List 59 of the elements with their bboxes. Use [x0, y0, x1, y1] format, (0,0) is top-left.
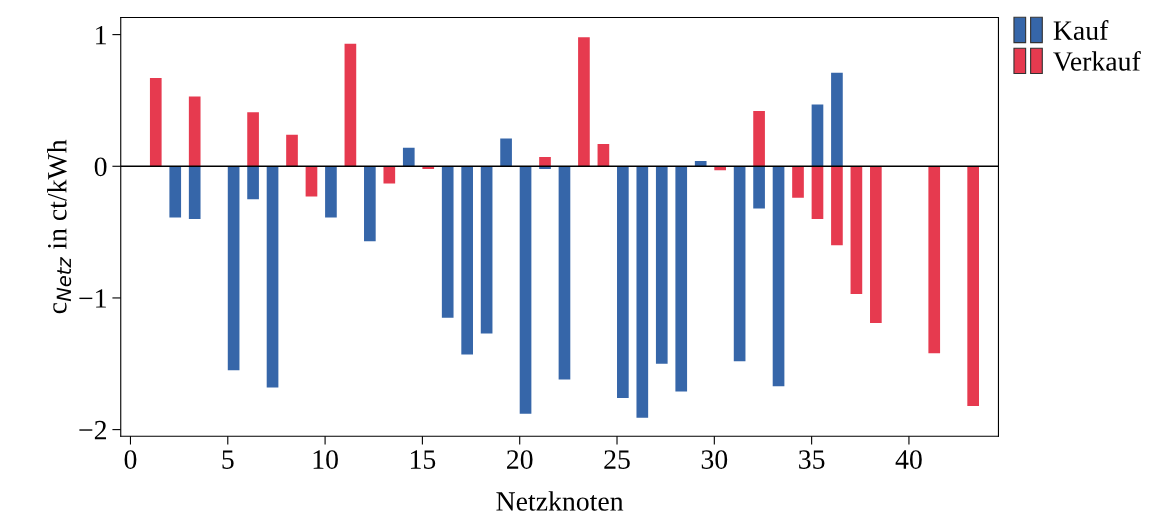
bar [344, 43, 357, 167]
x-tick-label: 0 [124, 450, 137, 469]
bar [227, 166, 240, 371]
bar [733, 166, 746, 362]
bar [753, 166, 765, 209]
bar [286, 134, 298, 167]
bar [402, 147, 415, 167]
y-tick-label: 1 [96, 25, 106, 45]
bar [461, 166, 473, 355]
bar [617, 166, 629, 399]
bar [188, 166, 201, 219]
bar [850, 166, 863, 294]
bar [792, 166, 804, 198]
bar [675, 166, 688, 392]
bar [266, 166, 279, 388]
bar [500, 138, 512, 167]
bar [247, 112, 259, 167]
x-tick-label: 40 [895, 450, 922, 469]
legend-label: Verkauf [1053, 51, 1141, 72]
bar [383, 166, 396, 184]
x-tick-label: 30 [701, 450, 728, 469]
bar [519, 166, 532, 414]
x-tick-label: 35 [799, 450, 825, 469]
bar [753, 110, 765, 167]
bar [480, 166, 493, 334]
x-tick-label: 10 [313, 450, 338, 469]
bar [694, 161, 707, 167]
x-tick-label: 25 [604, 450, 630, 469]
bar [539, 157, 551, 167]
bar [188, 96, 201, 167]
bar [811, 166, 824, 219]
bar [772, 166, 785, 387]
bar [831, 72, 843, 167]
x-tick-label: 20 [507, 450, 533, 469]
bar [811, 104, 824, 167]
y-axis-title: c$_{Netz}$ in ct/kWh [47, 139, 72, 314]
bar [636, 166, 649, 418]
bar [831, 166, 843, 246]
y-tick-label: −1 [79, 289, 106, 308]
bar [655, 166, 668, 364]
bar [149, 78, 162, 167]
y-tick-label: 0 [94, 157, 107, 177]
bar [967, 166, 979, 406]
bar [578, 37, 590, 167]
x-tick-label: 5 [222, 450, 234, 469]
bar [870, 166, 882, 323]
bar [247, 166, 259, 200]
bar [364, 166, 376, 242]
bar [441, 166, 454, 318]
bar [325, 166, 337, 218]
bar [928, 166, 941, 354]
bar [305, 166, 318, 197]
legend-label: Kauf [1053, 20, 1109, 40]
bar [597, 143, 610, 167]
y-tick-label: −2 [79, 420, 107, 440]
bar [169, 166, 182, 218]
bar [558, 166, 571, 380]
x-tick-label: 15 [410, 450, 436, 469]
x-axis-title: Netzknoten [496, 491, 624, 511]
